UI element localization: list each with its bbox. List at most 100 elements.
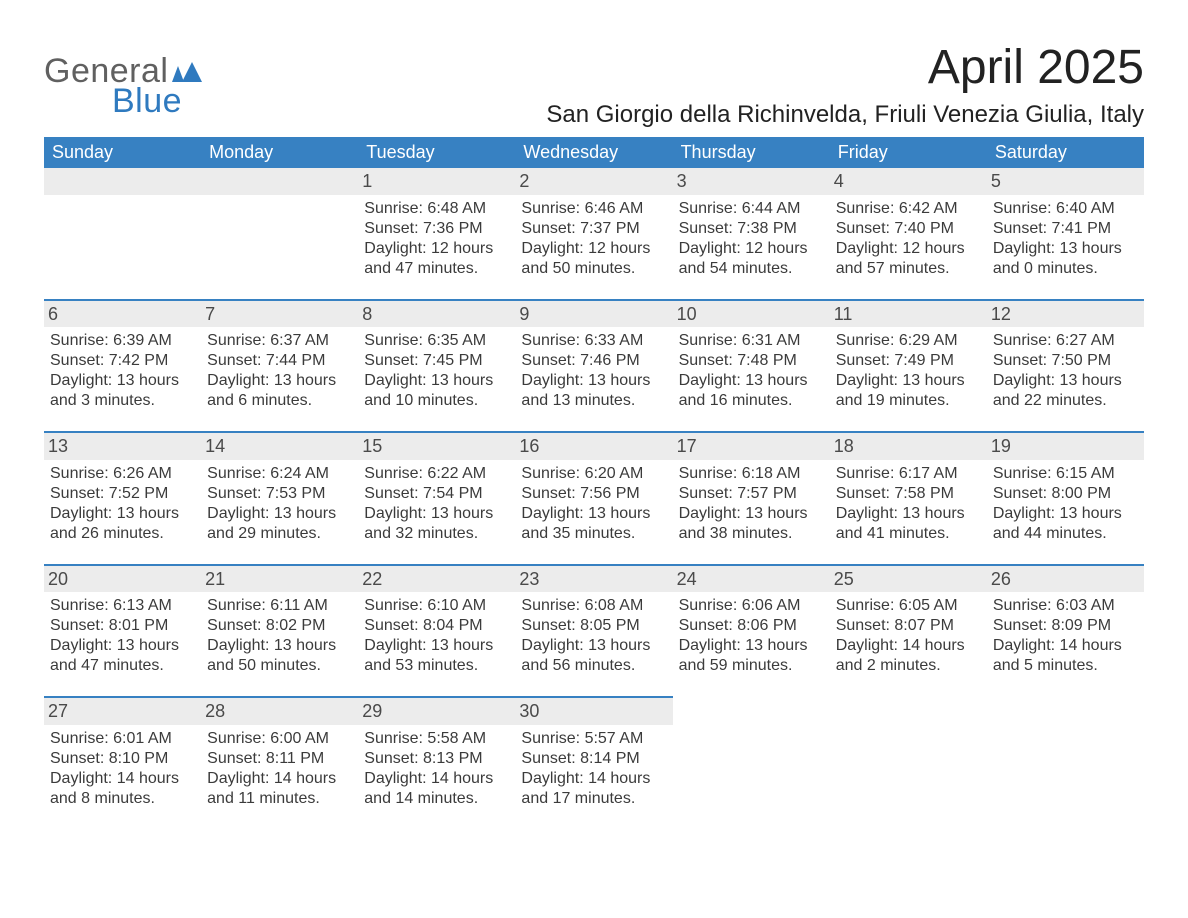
sunrise-text: Sunrise: 5:58 AM: [364, 729, 509, 749]
sunrise-text: Sunrise: 5:57 AM: [521, 729, 666, 749]
day-details: Sunrise: 6:39 AMSunset: 7:42 PMDaylight:…: [50, 331, 195, 411]
daylight-text: Daylight: 13 hours and 19 minutes.: [836, 371, 981, 411]
day-details: Sunrise: 6:03 AMSunset: 8:09 PMDaylight:…: [993, 596, 1138, 676]
sunset-text: Sunset: 8:02 PM: [207, 616, 352, 636]
sunrise-text: Sunrise: 6:42 AM: [836, 199, 981, 219]
sunrise-text: Sunrise: 6:18 AM: [679, 464, 824, 484]
day-details: Sunrise: 6:40 AMSunset: 7:41 PMDaylight:…: [993, 199, 1138, 279]
calendar-day-cell: 16 Sunrise: 6:20 AMSunset: 7:56 PMDayligh…: [515, 432, 672, 565]
day-details: Sunrise: 6:35 AMSunset: 7:45 PMDaylight:…: [364, 331, 509, 411]
sunset-text: Sunset: 7:38 PM: [679, 219, 824, 239]
daylight-text: Daylight: 13 hours and 59 minutes.: [679, 636, 824, 676]
daylight-text: Daylight: 14 hours and 11 minutes.: [207, 769, 352, 809]
sunset-text: Sunset: 8:07 PM: [836, 616, 981, 636]
day-number: 26: [987, 566, 1144, 593]
sunset-text: Sunset: 8:14 PM: [521, 749, 666, 769]
day-number: 8: [358, 301, 515, 328]
sunrise-text: Sunrise: 6:33 AM: [521, 331, 666, 351]
day-details: Sunrise: 6:33 AMSunset: 7:46 PMDaylight:…: [521, 331, 666, 411]
sunrise-text: Sunrise: 6:37 AM: [207, 331, 352, 351]
calendar-day-cell: 24 Sunrise: 6:06 AMSunset: 8:06 PMDayligh…: [673, 565, 830, 698]
calendar-day-cell: 26 Sunrise: 6:03 AMSunset: 8:09 PMDayligh…: [987, 565, 1144, 698]
day-number: 18: [830, 433, 987, 460]
day-number: 7: [201, 301, 358, 328]
day-number: 11: [830, 301, 987, 328]
daylight-text: Daylight: 12 hours and 54 minutes.: [679, 239, 824, 279]
calendar-day-cell: 20Sunrise: 6:13 AMSunset: 8:01 PMDayligh…: [44, 565, 201, 698]
day-details: Sunrise: 6:44 AMSunset: 7:38 PMDaylight:…: [679, 199, 824, 279]
daylight-text: Daylight: 13 hours and 10 minutes.: [364, 371, 509, 411]
daylight-text: Daylight: 14 hours and 17 minutes.: [521, 769, 666, 809]
sunrise-text: Sunrise: 6:08 AM: [521, 596, 666, 616]
sunset-text: Sunset: 8:10 PM: [50, 749, 195, 769]
sunrise-text: Sunrise: 6:11 AM: [207, 596, 352, 616]
title-block: April 2025 San Giorgio della Richinvelda…: [546, 40, 1144, 137]
sunset-text: Sunset: 8:04 PM: [364, 616, 509, 636]
sunset-text: Sunset: 7:46 PM: [521, 351, 666, 371]
daylight-text: Daylight: 13 hours and 50 minutes.: [207, 636, 352, 676]
day-number: 2: [515, 168, 672, 195]
day-details: Sunrise: 6:06 AMSunset: 8:06 PMDaylight:…: [679, 596, 824, 676]
calendar-day-cell: 19Sunrise: 6:15 AMSunset: 8:00 PMDayligh…: [987, 432, 1144, 565]
daylight-text: Daylight: 13 hours and 29 minutes.: [207, 504, 352, 544]
sunrise-text: Sunrise: 6:29 AM: [836, 331, 981, 351]
weekday-header: Monday: [201, 137, 358, 168]
calendar-week-row: 6Sunrise: 6:39 AMSunset: 7:42 PMDaylight…: [44, 300, 1144, 433]
daylight-text: Daylight: 13 hours and 41 minutes.: [836, 504, 981, 544]
weekday-header: Tuesday: [358, 137, 515, 168]
day-details: Sunrise: 6:05 AMSunset: 8:07 PMDaylight:…: [836, 596, 981, 676]
day-number: 20: [44, 566, 201, 593]
day-number: 1: [358, 168, 515, 195]
day-details: Sunrise: 6:18 AMSunset: 7:57 PMDaylight:…: [679, 464, 824, 544]
sunrise-text: Sunrise: 6:46 AM: [521, 199, 666, 219]
calendar-week-row: 13Sunrise: 6:26 AMSunset: 7:52 PMDayligh…: [44, 432, 1144, 565]
sunrise-text: Sunrise: 6:01 AM: [50, 729, 195, 749]
day-details: Sunrise: 6:10 AMSunset: 8:04 PMDaylight:…: [364, 596, 509, 676]
daylight-text: Daylight: 13 hours and 16 minutes.: [679, 371, 824, 411]
day-details: Sunrise: 6:20 AMSunset: 7:56 PMDaylight:…: [521, 464, 666, 544]
top-bar: General Blue April 2025 San Giorgio dell…: [44, 40, 1144, 137]
weekday-header: Sunday: [44, 137, 201, 168]
weekday-header: Wednesday: [515, 137, 672, 168]
day-number: 16: [515, 433, 672, 460]
day-details: Sunrise: 6:17 AMSunset: 7:58 PMDaylight:…: [836, 464, 981, 544]
daylight-text: Daylight: 12 hours and 47 minutes.: [364, 239, 509, 279]
calendar-day-cell: 23Sunrise: 6:08 AMSunset: 8:05 PMDayligh…: [515, 565, 672, 698]
sunset-text: Sunset: 7:48 PM: [679, 351, 824, 371]
sunset-text: Sunset: 7:37 PM: [521, 219, 666, 239]
weekday-header: Thursday: [673, 137, 830, 168]
month-title: April 2025: [546, 40, 1144, 95]
daylight-text: Daylight: 13 hours and 6 minutes.: [207, 371, 352, 411]
calendar-day-cell: 3 Sunrise: 6:44 AMSunset: 7:38 PMDaylight…: [673, 168, 830, 300]
sunrise-text: Sunrise: 6:39 AM: [50, 331, 195, 351]
daylight-text: Daylight: 12 hours and 50 minutes.: [521, 239, 666, 279]
sunrise-text: Sunrise: 6:26 AM: [50, 464, 195, 484]
calendar-day-cell: 5Sunrise: 6:40 AMSunset: 7:41 PMDaylight…: [987, 168, 1144, 300]
day-details: Sunrise: 5:58 AMSunset: 8:13 PMDaylight:…: [364, 729, 509, 809]
sunrise-text: Sunrise: 6:22 AM: [364, 464, 509, 484]
day-details: Sunrise: 6:29 AMSunset: 7:49 PMDaylight:…: [836, 331, 981, 411]
day-details: Sunrise: 5:57 AMSunset: 8:14 PMDaylight:…: [521, 729, 666, 809]
calendar-week-row: 27Sunrise: 6:01 AMSunset: 8:10 PMDayligh…: [44, 697, 1144, 829]
day-number: 24: [673, 566, 830, 593]
day-number: 25: [830, 566, 987, 593]
daylight-text: Daylight: 13 hours and 13 minutes.: [521, 371, 666, 411]
day-number: 29: [358, 698, 515, 725]
sunset-text: Sunset: 7:45 PM: [364, 351, 509, 371]
day-number: 21: [201, 566, 358, 593]
sunset-text: Sunset: 7:57 PM: [679, 484, 824, 504]
calendar-day-cell: 18 Sunrise: 6:17 AMSunset: 7:58 PMDayligh…: [830, 432, 987, 565]
day-number: 9: [515, 301, 672, 328]
day-number: 3: [673, 168, 830, 195]
calendar-day-cell: 4Sunrise: 6:42 AMSunset: 7:40 PMDaylight…: [830, 168, 987, 300]
calendar-day-cell: 13Sunrise: 6:26 AMSunset: 7:52 PMDayligh…: [44, 432, 201, 565]
day-number: 14: [201, 433, 358, 460]
calendar-day-cell: 1Sunrise: 6:48 AMSunset: 7:36 PMDaylight…: [358, 168, 515, 300]
day-number-blank: [201, 168, 358, 195]
sunset-text: Sunset: 8:05 PM: [521, 616, 666, 636]
calendar-day-cell: [673, 697, 830, 829]
sunset-text: Sunset: 8:01 PM: [50, 616, 195, 636]
day-details: Sunrise: 6:15 AMSunset: 8:00 PMDaylight:…: [993, 464, 1138, 544]
calendar-day-cell: 9 Sunrise: 6:33 AMSunset: 7:46 PMDaylight…: [515, 300, 672, 433]
calendar-header-row: Sunday Monday Tuesday Wednesday Thursday…: [44, 137, 1144, 168]
